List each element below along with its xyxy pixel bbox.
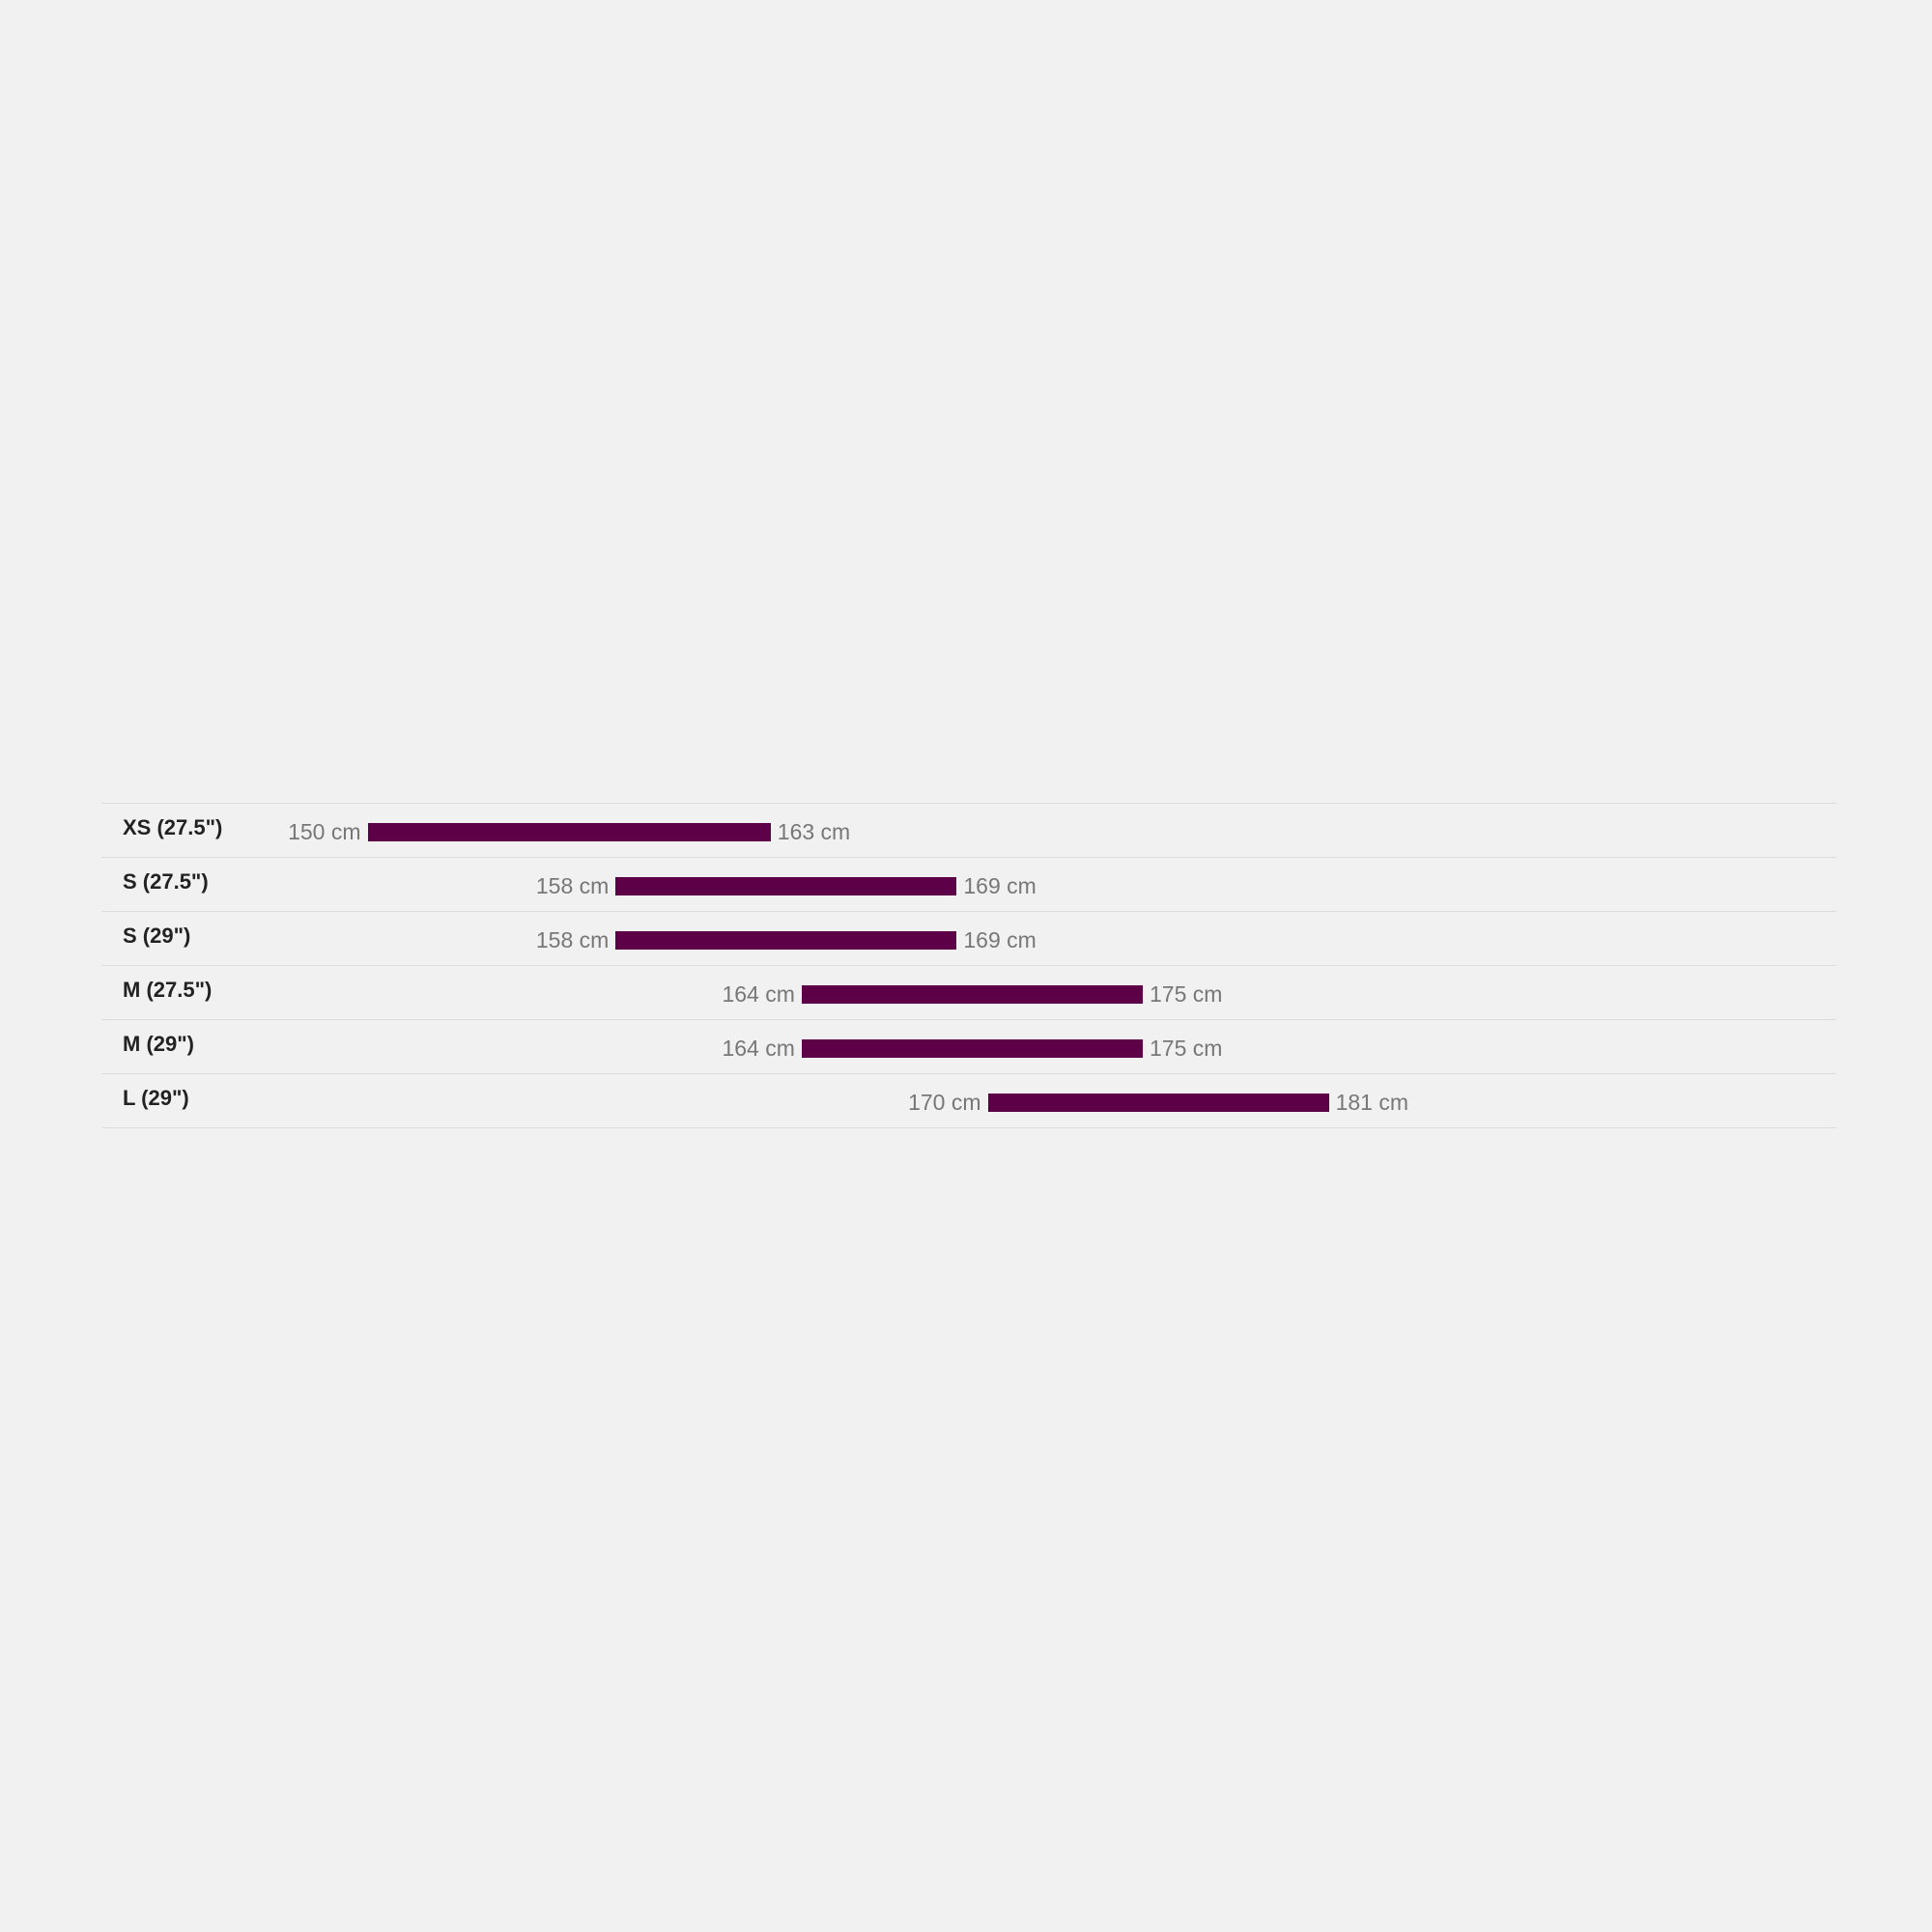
range-bar	[801, 1039, 1143, 1058]
range-bar	[987, 1094, 1329, 1112]
range-max-label: 169 cm	[963, 927, 1037, 952]
range-track: 170 cm 181 cm	[101, 1074, 1836, 1127]
range-max-label: 175 cm	[1150, 981, 1223, 1007]
size-label: L (29")	[123, 1086, 189, 1110]
range-bar	[615, 877, 957, 895]
chart-row: XS (27.5") 150 cm 163 cm	[101, 804, 1836, 858]
chart-row: M (27.5") 164 cm 175 cm	[101, 966, 1836, 1020]
chart-row: S (29") 158 cm 169 cm	[101, 912, 1836, 966]
size-label: M (29")	[123, 1032, 194, 1056]
size-label: S (27.5")	[123, 869, 209, 894]
range-track: 164 cm 175 cm	[101, 966, 1836, 1019]
range-max-label: 181 cm	[1335, 1090, 1409, 1115]
range-min-label: 170 cm	[908, 1090, 981, 1115]
range-bar	[615, 931, 957, 950]
range-min-label: 164 cm	[722, 1036, 795, 1061]
range-min-label: 158 cm	[535, 873, 610, 898]
range-track: 158 cm 169 cm	[101, 858, 1836, 911]
range-track: 158 cm 169 cm	[101, 912, 1836, 965]
range-max-label: 169 cm	[963, 873, 1037, 898]
range-min-label: 164 cm	[722, 981, 795, 1007]
chart-rows: XS (27.5") 150 cm 163 cm S (27.5") 158 cm 169…	[101, 804, 1836, 1128]
size-label: S (29")	[123, 923, 191, 948]
chart-row: S (27.5") 158 cm 169 cm	[101, 858, 1836, 912]
range-max-label: 175 cm	[1150, 1036, 1223, 1061]
size-label: M (27.5")	[123, 978, 213, 1002]
range-min-label: 150 cm	[288, 819, 361, 844]
range-min-label: 158 cm	[535, 927, 610, 952]
range-bar	[801, 985, 1143, 1004]
range-max-label: 163 cm	[777, 819, 851, 844]
range-track: 150 cm 163 cm	[101, 804, 1836, 857]
chart-row: L (29") 170 cm 181 cm	[101, 1074, 1836, 1128]
size-range-chart: XS (27.5") 150 cm 163 cm S (27.5") 158 cm 169…	[101, 803, 1836, 1128]
size-label: XS (27.5")	[123, 815, 223, 839]
range-track: 164 cm 175 cm	[101, 1020, 1836, 1073]
chart-row: M (29") 164 cm 175 cm	[101, 1020, 1836, 1074]
range-bar	[367, 823, 771, 841]
